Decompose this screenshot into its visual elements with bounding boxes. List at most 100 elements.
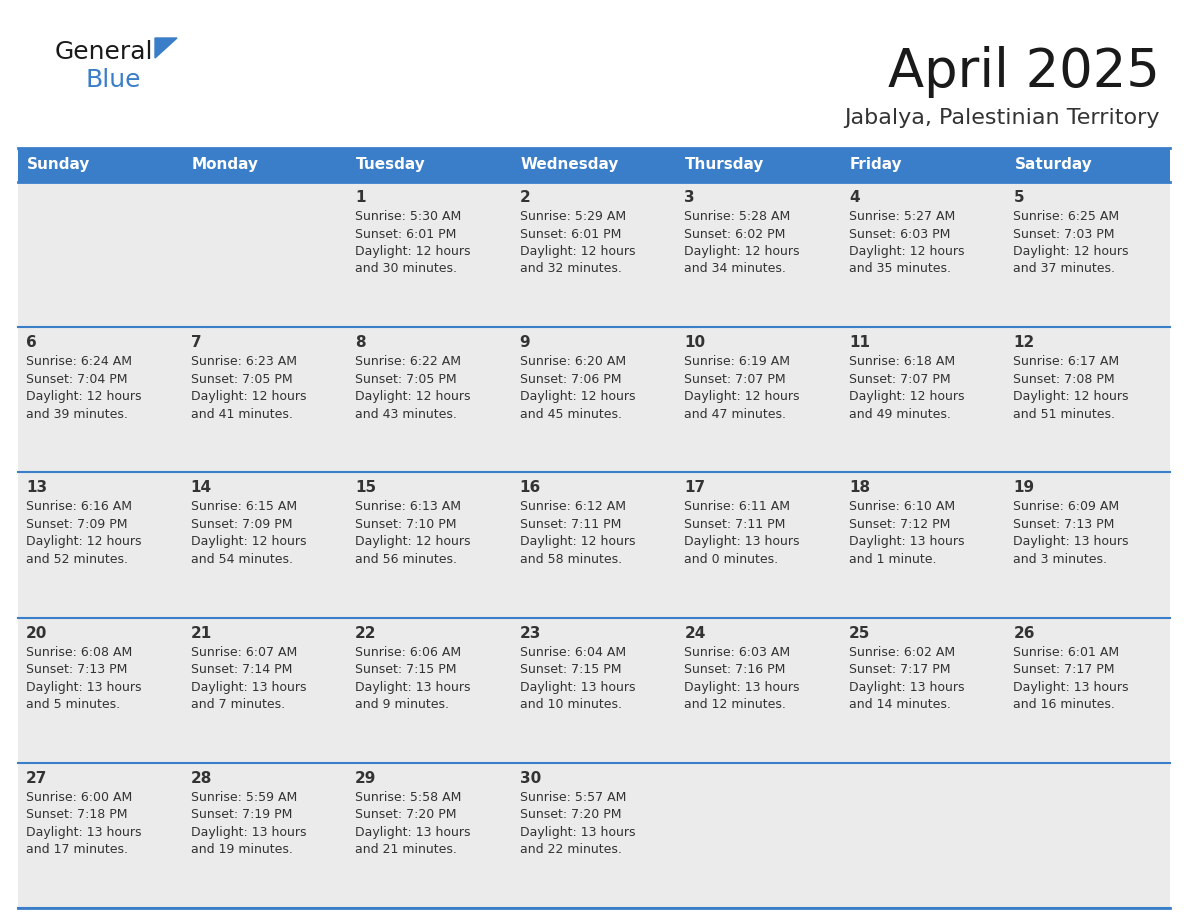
Text: Daylight: 13 hours: Daylight: 13 hours (519, 826, 636, 839)
Text: 25: 25 (849, 625, 871, 641)
Text: Daylight: 13 hours: Daylight: 13 hours (355, 826, 470, 839)
Text: Daylight: 13 hours: Daylight: 13 hours (849, 535, 965, 548)
Bar (1005, 182, 1170, 327)
Text: and 21 minutes.: and 21 minutes. (355, 844, 457, 856)
Text: Sunset: 6:02 PM: Sunset: 6:02 PM (684, 228, 785, 241)
Text: 10: 10 (684, 335, 706, 350)
Text: and 12 minutes.: and 12 minutes. (684, 698, 786, 711)
Text: Daylight: 13 hours: Daylight: 13 hours (1013, 535, 1129, 548)
Text: and 45 minutes.: and 45 minutes. (519, 408, 621, 420)
Text: Daylight: 13 hours: Daylight: 13 hours (26, 826, 141, 839)
Bar (347, 473, 512, 618)
Text: Sunset: 7:13 PM: Sunset: 7:13 PM (1013, 518, 1114, 531)
Text: Daylight: 12 hours: Daylight: 12 hours (355, 390, 470, 403)
Text: Wednesday: Wednesday (520, 158, 619, 173)
Text: 30: 30 (519, 771, 541, 786)
Text: Sunset: 7:07 PM: Sunset: 7:07 PM (684, 373, 786, 386)
Text: Sunrise: 6:07 AM: Sunrise: 6:07 AM (190, 645, 297, 658)
Text: Sunrise: 5:57 AM: Sunrise: 5:57 AM (519, 790, 626, 804)
Bar (183, 327, 347, 473)
Text: Sunset: 7:12 PM: Sunset: 7:12 PM (849, 518, 950, 531)
Text: and 22 minutes.: and 22 minutes. (519, 844, 621, 856)
Text: Sunset: 7:16 PM: Sunset: 7:16 PM (684, 663, 785, 676)
Text: and 41 minutes.: and 41 minutes. (190, 408, 292, 420)
Text: Daylight: 12 hours: Daylight: 12 hours (355, 535, 470, 548)
Bar (512, 763, 676, 908)
Text: and 43 minutes.: and 43 minutes. (355, 408, 457, 420)
Text: Sunrise: 5:28 AM: Sunrise: 5:28 AM (684, 210, 790, 223)
Bar (1005, 763, 1170, 908)
Text: and 51 minutes.: and 51 minutes. (1013, 408, 1116, 420)
Text: 20: 20 (26, 625, 48, 641)
Text: Daylight: 12 hours: Daylight: 12 hours (26, 390, 141, 403)
Text: Sunrise: 6:13 AM: Sunrise: 6:13 AM (355, 500, 461, 513)
Text: and 56 minutes.: and 56 minutes. (355, 553, 457, 565)
Text: 27: 27 (26, 771, 48, 786)
Text: 6: 6 (26, 335, 37, 350)
Text: Daylight: 13 hours: Daylight: 13 hours (849, 680, 965, 694)
Text: Sunset: 6:03 PM: Sunset: 6:03 PM (849, 228, 950, 241)
Text: Daylight: 12 hours: Daylight: 12 hours (190, 390, 307, 403)
Bar (347, 327, 512, 473)
Text: Sunset: 7:03 PM: Sunset: 7:03 PM (1013, 228, 1114, 241)
Text: Sunset: 7:18 PM: Sunset: 7:18 PM (26, 809, 127, 822)
Text: 9: 9 (519, 335, 530, 350)
Text: 28: 28 (190, 771, 211, 786)
Bar (676, 148, 841, 182)
Text: and 17 minutes.: and 17 minutes. (26, 844, 128, 856)
Text: Sunrise: 6:06 AM: Sunrise: 6:06 AM (355, 645, 461, 658)
Text: Daylight: 13 hours: Daylight: 13 hours (1013, 680, 1129, 694)
Text: 4: 4 (849, 190, 859, 205)
Text: and 32 minutes.: and 32 minutes. (519, 263, 621, 275)
Bar (512, 473, 676, 618)
Text: Sunset: 7:04 PM: Sunset: 7:04 PM (26, 373, 127, 386)
Text: Jabalya, Palestinian Territory: Jabalya, Palestinian Territory (845, 108, 1159, 128)
Text: Sunset: 7:11 PM: Sunset: 7:11 PM (519, 518, 621, 531)
Text: 17: 17 (684, 480, 706, 496)
Text: and 1 minute.: and 1 minute. (849, 553, 936, 565)
Bar (183, 148, 347, 182)
Text: Daylight: 12 hours: Daylight: 12 hours (519, 245, 636, 258)
Bar (347, 148, 512, 182)
Text: Daylight: 13 hours: Daylight: 13 hours (684, 535, 800, 548)
Text: Sunset: 7:15 PM: Sunset: 7:15 PM (355, 663, 456, 676)
Bar (183, 763, 347, 908)
Text: Sunset: 7:20 PM: Sunset: 7:20 PM (519, 809, 621, 822)
Text: and 3 minutes.: and 3 minutes. (1013, 553, 1107, 565)
Text: and 9 minutes.: and 9 minutes. (355, 698, 449, 711)
Text: Sunrise: 5:59 AM: Sunrise: 5:59 AM (190, 790, 297, 804)
Text: Daylight: 13 hours: Daylight: 13 hours (355, 680, 470, 694)
Text: Sunset: 7:10 PM: Sunset: 7:10 PM (355, 518, 456, 531)
Text: 29: 29 (355, 771, 377, 786)
Bar (676, 618, 841, 763)
Bar (1005, 148, 1170, 182)
Text: General: General (55, 40, 153, 64)
Text: 15: 15 (355, 480, 377, 496)
Text: Sunrise: 5:27 AM: Sunrise: 5:27 AM (849, 210, 955, 223)
Text: Sunset: 6:01 PM: Sunset: 6:01 PM (519, 228, 621, 241)
Text: and 52 minutes.: and 52 minutes. (26, 553, 128, 565)
Bar (841, 473, 1005, 618)
Text: Sunrise: 6:10 AM: Sunrise: 6:10 AM (849, 500, 955, 513)
Bar (841, 182, 1005, 327)
Text: Sunrise: 6:02 AM: Sunrise: 6:02 AM (849, 645, 955, 658)
Bar (1005, 473, 1170, 618)
Text: 12: 12 (1013, 335, 1035, 350)
Bar (18, 618, 183, 763)
Text: Sunrise: 6:12 AM: Sunrise: 6:12 AM (519, 500, 626, 513)
Text: Sunset: 7:05 PM: Sunset: 7:05 PM (355, 373, 456, 386)
Text: Sunset: 7:05 PM: Sunset: 7:05 PM (190, 373, 292, 386)
Text: Sunset: 7:11 PM: Sunset: 7:11 PM (684, 518, 785, 531)
Text: Sunset: 7:17 PM: Sunset: 7:17 PM (1013, 663, 1114, 676)
Bar (1005, 327, 1170, 473)
Bar (512, 148, 676, 182)
Bar (512, 327, 676, 473)
Text: Sunrise: 6:22 AM: Sunrise: 6:22 AM (355, 355, 461, 368)
Text: 18: 18 (849, 480, 870, 496)
Text: Sunrise: 6:04 AM: Sunrise: 6:04 AM (519, 645, 626, 658)
Text: Daylight: 13 hours: Daylight: 13 hours (190, 680, 307, 694)
Text: Friday: Friday (849, 158, 903, 173)
Text: Daylight: 12 hours: Daylight: 12 hours (519, 390, 636, 403)
Text: Sunday: Sunday (27, 158, 90, 173)
Bar (676, 473, 841, 618)
